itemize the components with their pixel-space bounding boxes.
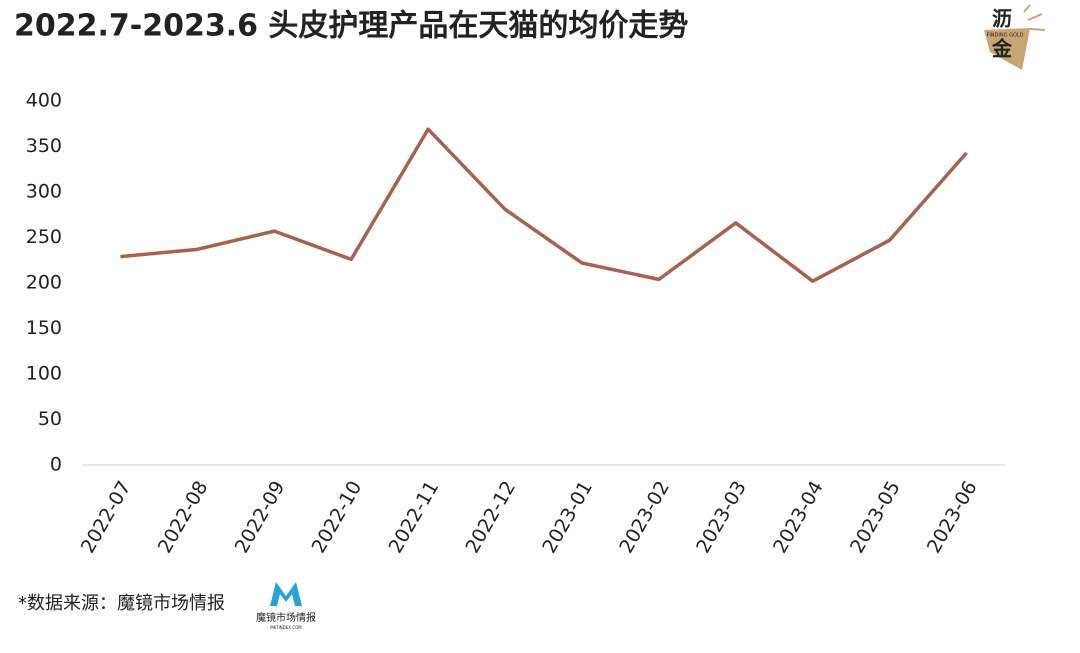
y-tick-label: 100 <box>26 363 62 385</box>
logo-ray <box>1023 4 1031 13</box>
y-tick-label: 50 <box>38 408 62 430</box>
logo-text: 沥 <box>992 7 1012 31</box>
y-tick-label: 300 <box>26 181 62 203</box>
data-line <box>120 127 968 283</box>
logo-mark <box>270 582 302 606</box>
x-tick-label: 2022-10 <box>308 477 367 557</box>
source-logo: 魔镜市场情报 MKTINDEX.COM <box>256 582 316 630</box>
x-tick-label: 2022-09 <box>231 477 290 557</box>
y-tick-label: 400 <box>26 90 62 112</box>
brand-logo: 沥 金 FINDING GOLD <box>984 4 1046 70</box>
logo-text: 魔镜市场情报 <box>256 611 316 624</box>
y-tick-label: 250 <box>26 226 62 248</box>
logo-text: 金 <box>991 37 1013 61</box>
x-tick-label: 2022-07 <box>77 477 136 557</box>
source-note: *数据来源：魔镜市场情报 <box>18 593 225 614</box>
x-tick-label: 2023-02 <box>615 477 674 557</box>
y-tick-label: 350 <box>26 135 62 157</box>
x-tick-label: 2023-06 <box>923 477 982 557</box>
x-tick-label: 2022-08 <box>154 477 213 557</box>
y-tick-label: 200 <box>26 272 62 294</box>
x-tick-label: 2023-01 <box>538 477 597 557</box>
x-tick-label: 2022-11 <box>384 477 443 557</box>
y-tick-label: 0 <box>50 454 62 476</box>
logo-tagline: FINDING GOLD <box>986 33 1023 39</box>
x-tick-label: 2023-03 <box>692 477 751 557</box>
logo-shape <box>984 28 1030 70</box>
logo-ray <box>1027 13 1043 21</box>
y-tick-label: 150 <box>26 317 62 339</box>
x-tick-label: 2022-12 <box>461 477 520 557</box>
logo-url: MKTINDEX.COM <box>270 625 302 630</box>
chart-title: 2022.7-2023.6 头皮护理产品在天猫的均价走势 <box>14 9 688 44</box>
x-tick-label: 2023-04 <box>769 477 828 557</box>
x-tick-label: 2023-05 <box>846 477 905 557</box>
logo-ray <box>1029 28 1046 31</box>
